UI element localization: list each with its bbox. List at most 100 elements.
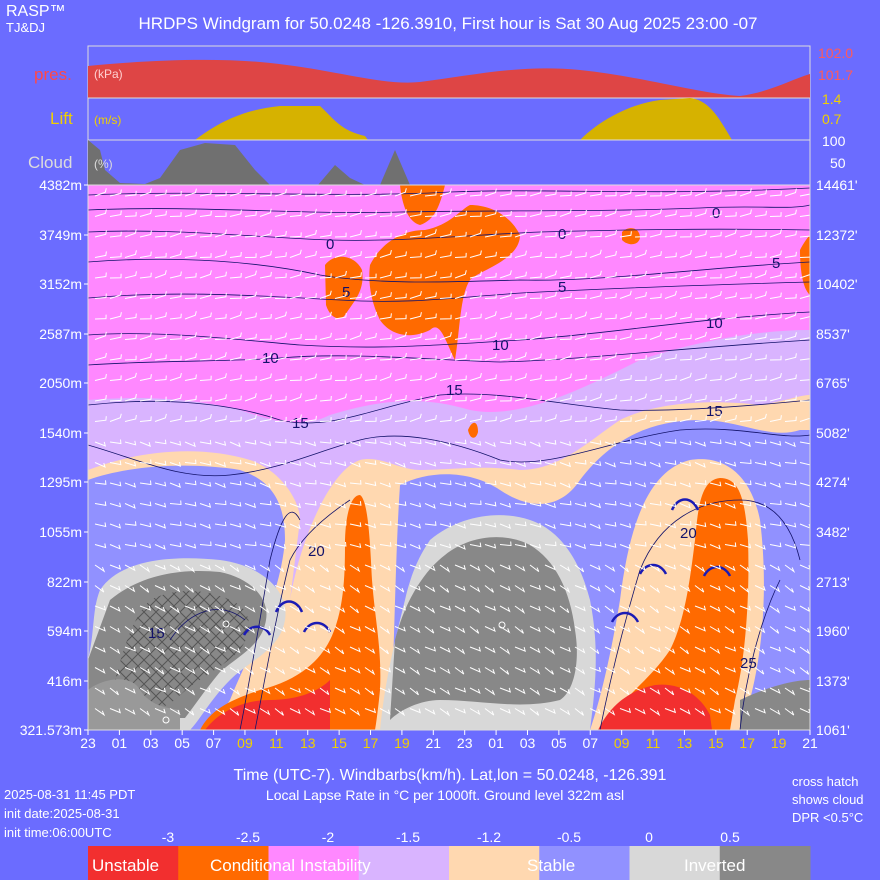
x-tick-label: 07 [206, 735, 222, 751]
x-tick-label: 23 [80, 735, 96, 751]
legend-tick: 0.5 [720, 829, 740, 845]
legend-tick: -3 [162, 829, 175, 845]
hatch-note: cross hatch [792, 774, 858, 789]
y-tick-label: 6765' [816, 375, 850, 391]
svg-text:25: 25 [740, 655, 757, 672]
y-tick-label: 1061' [816, 722, 850, 738]
lift-label: Lift [50, 109, 73, 128]
y-tick-label: 5082' [816, 425, 850, 441]
y-tick-label: 822m [47, 574, 82, 590]
y-tick-label: 321.573m [20, 722, 82, 738]
legend-swatch [178, 846, 269, 880]
svg-text:0: 0 [712, 205, 720, 222]
legend-swatch [449, 846, 540, 880]
y-tick-label: 2050m [39, 375, 82, 391]
y-tick-label: 10402' [816, 276, 858, 292]
lapse-rate-field: 0 0 0 5 5 5 10 10 10 15 15 15 20 20 25 1… [88, 185, 810, 730]
svg-text:15: 15 [148, 625, 165, 642]
app-brand: RASP™ [6, 3, 66, 20]
legend-tick: -1.2 [477, 829, 501, 845]
legend-tick: -0.5 [557, 829, 581, 845]
lapse-legend: -3 -2.5 -2 -1.5 -1.2 -0.5 0 0.5 Unstable Conditio… [88, 829, 811, 880]
y-tick-label: 3482' [816, 524, 850, 540]
cloud-panel: Cloud (%) 100 50 [28, 133, 846, 186]
cloud-area [318, 165, 365, 185]
x-tick-label: 13 [677, 735, 693, 751]
lift-tick: 1.4 [822, 91, 842, 107]
svg-text:10: 10 [262, 350, 279, 367]
y-tick-label: 2587m [39, 326, 82, 342]
x-tick-label: 11 [646, 735, 661, 751]
cloud-area [88, 140, 270, 185]
legend-tick: 0 [645, 829, 653, 845]
legend-label: Stable [527, 856, 575, 875]
hatch-note: DPR <0.5°C [792, 810, 863, 825]
y-tick-label: 4274' [816, 474, 850, 490]
y-tick-label: 416m [47, 673, 82, 689]
x-tick-label: 07 [582, 735, 598, 751]
legend-tick: -1.5 [396, 829, 420, 845]
y-tick-label: 1295m [39, 474, 82, 490]
lift-unit: (m/s) [94, 113, 121, 127]
y-tick-label: 4382m [39, 177, 82, 193]
init-date: init date:2025-08-31 [4, 806, 120, 821]
y-tick-label: 1960' [816, 623, 850, 639]
svg-text:5: 5 [558, 279, 566, 296]
svg-text:20: 20 [308, 543, 325, 560]
x-tick-label: 19 [771, 735, 787, 751]
lift-panel: Lift (m/s) 1.4 0.7 [50, 91, 842, 141]
legend-label: Conditional Instability [210, 856, 371, 875]
x-tick-label: 05 [551, 735, 567, 751]
legend-swatch [358, 846, 450, 880]
x-axis-caption: Time (UTC-7). Windbarbs(km/h). Lat,lon =… [234, 767, 667, 784]
pressure-label: pres. [34, 65, 72, 84]
y-axis-feet: 14461' 12372' 10402' 8537' 6765' 5082' 4274' 34… [816, 177, 858, 738]
legend-label: Unstable [92, 856, 159, 875]
x-tick-label: 05 [174, 735, 190, 751]
x-axis: 23 01 03 05 07 09 11 13 15 17 19 21 23 01 03 05 07 09 11 13… [80, 730, 818, 751]
y-tick-label: 8537' [816, 326, 850, 342]
lift-area [580, 98, 732, 140]
legend-tick: -2.5 [236, 829, 260, 845]
x-tick-label: 09 [614, 735, 630, 751]
y-tick-label: 2713' [816, 574, 850, 590]
x-tick-label: 01 [488, 735, 504, 751]
x-tick-label: 11 [269, 735, 284, 751]
y-tick-label: 12372' [816, 227, 858, 243]
lift-area [195, 106, 368, 140]
pressure-panel: pres. (kPa) 102.0 101.7 [34, 45, 853, 99]
init-time: init time:06:00UTC [4, 825, 112, 840]
svg-text:0: 0 [558, 226, 566, 243]
x-tick-label: 19 [394, 735, 410, 751]
pressure-unit: (kPa) [94, 67, 123, 81]
pressure-tick: 102.0 [818, 45, 853, 61]
x-tick-label: 01 [112, 735, 128, 751]
cloud-area [380, 150, 410, 185]
svg-text:15: 15 [446, 382, 463, 399]
svg-text:15: 15 [706, 403, 723, 420]
legend-swatch [539, 846, 630, 880]
x-tick-label: 15 [331, 735, 347, 751]
svg-text:20: 20 [680, 525, 697, 542]
x-tick-label: 21 [802, 735, 818, 751]
y-tick-label: 3152m [39, 276, 82, 292]
app-authors: TJ&DJ [6, 20, 45, 35]
y-tick-label: 1540m [39, 425, 82, 441]
x-tick-label: 03 [143, 735, 159, 751]
cloud-unit: (%) [94, 157, 113, 171]
y-axis-meters: 4382m 3749m 3152m 2587m 2050m 1540m 1295m 1055m… [20, 177, 88, 738]
legend-tick: -2 [322, 829, 335, 845]
y-tick-label: 3749m [39, 227, 82, 243]
chart-title: HRDPS Windgram for 50.0248 -126.3910, Fi… [139, 14, 758, 33]
lift-tick: 0.7 [822, 111, 842, 127]
legend-swatch [629, 846, 721, 880]
hatch-note: shows cloud [792, 792, 864, 807]
x-tick-label: 15 [708, 735, 724, 751]
y-tick-label: 14461' [816, 177, 858, 193]
y-tick-label: 1055m [39, 524, 82, 540]
svg-text:10: 10 [492, 337, 509, 354]
y-tick-label: 1373' [816, 673, 850, 689]
run-date: 2025-08-31 11:45 PDT [4, 787, 135, 802]
x-tick-label: 09 [237, 735, 253, 751]
